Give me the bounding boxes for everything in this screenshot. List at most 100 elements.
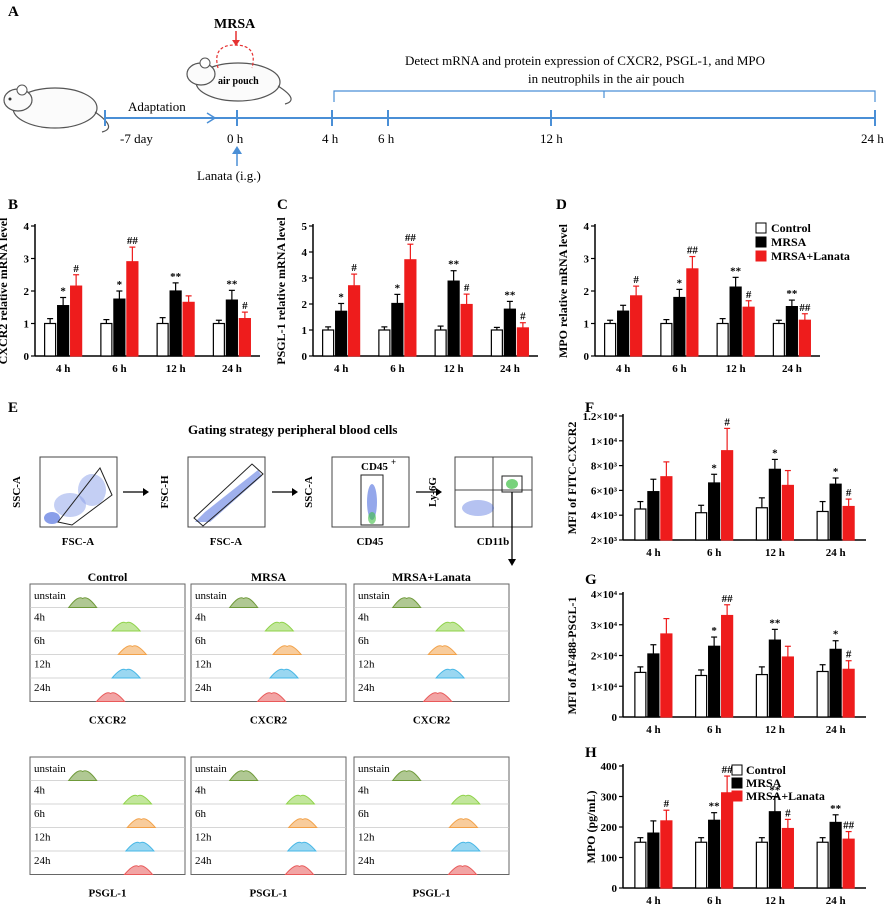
time-12: 12 h <box>540 131 563 146</box>
gating-title: Gating strategy peripheral blood cells <box>188 422 397 437</box>
bar <box>660 476 673 541</box>
legend-label-control: Control <box>746 763 786 777</box>
y-tick-label: 3 <box>302 273 308 285</box>
mouse-pouch-icon <box>186 44 292 105</box>
significance-mark: ** <box>709 801 721 813</box>
legend-h: Control MRSA MRSA+Lanata <box>731 763 825 803</box>
histogram-peak <box>117 645 148 655</box>
histogram-row-label: 12h <box>34 659 51 671</box>
significance-mark: * <box>833 629 839 641</box>
histogram-marker-label: PSGL-1 <box>89 888 127 900</box>
bar <box>156 322 169 357</box>
significance-mark: ** <box>786 288 798 300</box>
mouse-icon <box>3 84 110 133</box>
histogram-row-label: unstain <box>34 763 66 775</box>
x-tick-label: 12 h <box>166 363 186 375</box>
bar <box>516 327 529 357</box>
x-tick-label: 12 h <box>765 547 785 559</box>
histogram-row-label: unstain <box>358 590 390 602</box>
legend-label-mrsa: MRSA <box>771 235 807 249</box>
bar <box>604 322 617 357</box>
significance-mark: ** <box>504 289 516 301</box>
histogram-stack: unstain 4h 6h 12h 24h CXCR2 <box>190 583 347 727</box>
bar <box>169 290 182 357</box>
histogram-marker-label: CXCR2 <box>250 715 288 727</box>
y-tick-label: 4×10⁴ <box>591 589 618 601</box>
bar <box>695 512 708 541</box>
bar <box>781 827 794 889</box>
histogram-row-label: 4h <box>195 785 207 797</box>
bar <box>70 285 83 357</box>
bar <box>335 310 348 357</box>
y-tick-label: 300 <box>601 792 618 804</box>
legend-d: Control MRSA MRSA+Lanata <box>755 221 850 263</box>
histogram-peak <box>228 597 259 608</box>
significance-mark: # <box>464 282 470 294</box>
legend-swatch-lanata <box>755 250 767 262</box>
y-axis-title: MFI of AF488-PSGL-1 <box>565 597 579 715</box>
adaptation-label: Adaptation <box>128 99 186 114</box>
x-tick-label: 12 h <box>765 895 785 907</box>
histogram-peak <box>427 645 458 655</box>
histogram-peak <box>435 668 466 679</box>
legend-label-lanata: MRSA+Lanata <box>771 249 850 263</box>
y-tick-label: 2 <box>302 299 308 311</box>
y-tick-label: 4 <box>302 247 308 259</box>
histogram-row-label: 24h <box>358 682 375 694</box>
histogram-row-label: unstain <box>34 590 66 602</box>
histogram-row-label: 24h <box>358 855 375 867</box>
bar <box>57 305 70 357</box>
significance-mark: # <box>785 807 791 819</box>
bar <box>829 821 842 889</box>
significance-mark: * <box>60 286 66 298</box>
significance-mark: # <box>351 262 357 274</box>
x-tick-label: 24 h <box>500 363 520 375</box>
histogram-peak <box>422 692 453 702</box>
bar <box>772 322 785 357</box>
x-tick-label: 4 h <box>646 547 660 559</box>
panel-label-d: D <box>556 197 567 213</box>
legend-label-lanata: MRSA+Lanata <box>746 789 825 803</box>
bar <box>660 633 673 718</box>
histogram-peak <box>122 794 153 805</box>
gating-y-2: FSC-H <box>159 475 171 508</box>
pouch-label: air pouch <box>218 76 259 87</box>
significance-mark: ## <box>722 593 734 605</box>
mrsa-label: MRSA <box>214 17 256 32</box>
significance-mark: ** <box>769 785 781 797</box>
gating-plot-2 <box>187 456 266 528</box>
histogram-row-label: 6h <box>195 808 207 820</box>
histogram-peak <box>285 794 316 805</box>
histogram-peak <box>111 621 142 632</box>
gating-x-3: CD45 <box>357 536 384 548</box>
x-tick-label: 24 h <box>826 547 846 559</box>
y-axis-title: MPO relative mRNA level <box>556 223 570 358</box>
y-tick-label: 1 <box>584 319 590 331</box>
y-tick-label: 100 <box>601 853 618 865</box>
bar <box>721 792 734 889</box>
panel-label-a: A <box>8 4 19 20</box>
gating-x-1: FSC-A <box>62 536 94 548</box>
histogram-panels: Control MRSA MRSA+Lanataunstain4h6h12h24hC… <box>29 570 510 900</box>
legend-swatch-lanata <box>731 790 743 802</box>
bar <box>404 259 417 357</box>
histogram-peak <box>67 597 98 608</box>
y-tick-label: 0 <box>612 883 618 895</box>
bar <box>816 510 829 541</box>
chart-f: 2×10³ 4×10³ 6×10³ 8×10³ 1×10⁴ 1.2×10⁴ MFI of F… <box>565 411 866 559</box>
y-tick-label: 5 <box>302 221 308 233</box>
legend-swatch-mrsa <box>755 236 767 248</box>
histogram-row-label: unstain <box>358 763 390 775</box>
bar <box>182 301 195 357</box>
histogram-peak <box>268 668 300 679</box>
histogram-peak <box>256 692 287 702</box>
x-tick-label: 6 h <box>672 363 686 375</box>
bar <box>660 322 673 357</box>
significance-mark: # <box>846 487 852 499</box>
histogram-peak <box>391 597 422 608</box>
histogram-row-label: 6h <box>34 808 46 820</box>
significance-mark: # <box>520 311 526 323</box>
histogram-column-title: MRSA+Lanata <box>392 570 471 584</box>
y-tick-label: 1×10⁴ <box>591 436 618 448</box>
panel-label-f: F <box>585 400 594 416</box>
